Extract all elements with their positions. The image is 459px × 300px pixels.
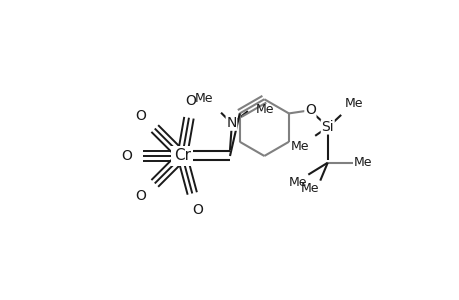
Text: Me: Me <box>300 182 319 195</box>
Text: O: O <box>135 189 146 203</box>
Text: O: O <box>135 109 146 123</box>
Text: Me: Me <box>195 92 213 105</box>
Text: Me: Me <box>353 156 372 169</box>
Text: O: O <box>121 149 132 163</box>
Text: N: N <box>226 116 236 130</box>
Text: Si: Si <box>321 120 333 134</box>
Text: Cr: Cr <box>174 148 190 164</box>
Text: Me: Me <box>288 176 307 189</box>
Text: O: O <box>185 94 195 108</box>
Text: O: O <box>191 202 202 217</box>
Text: Me: Me <box>290 140 308 153</box>
Text: Me: Me <box>344 98 363 110</box>
Text: O: O <box>304 103 315 117</box>
Text: Me: Me <box>255 103 273 116</box>
